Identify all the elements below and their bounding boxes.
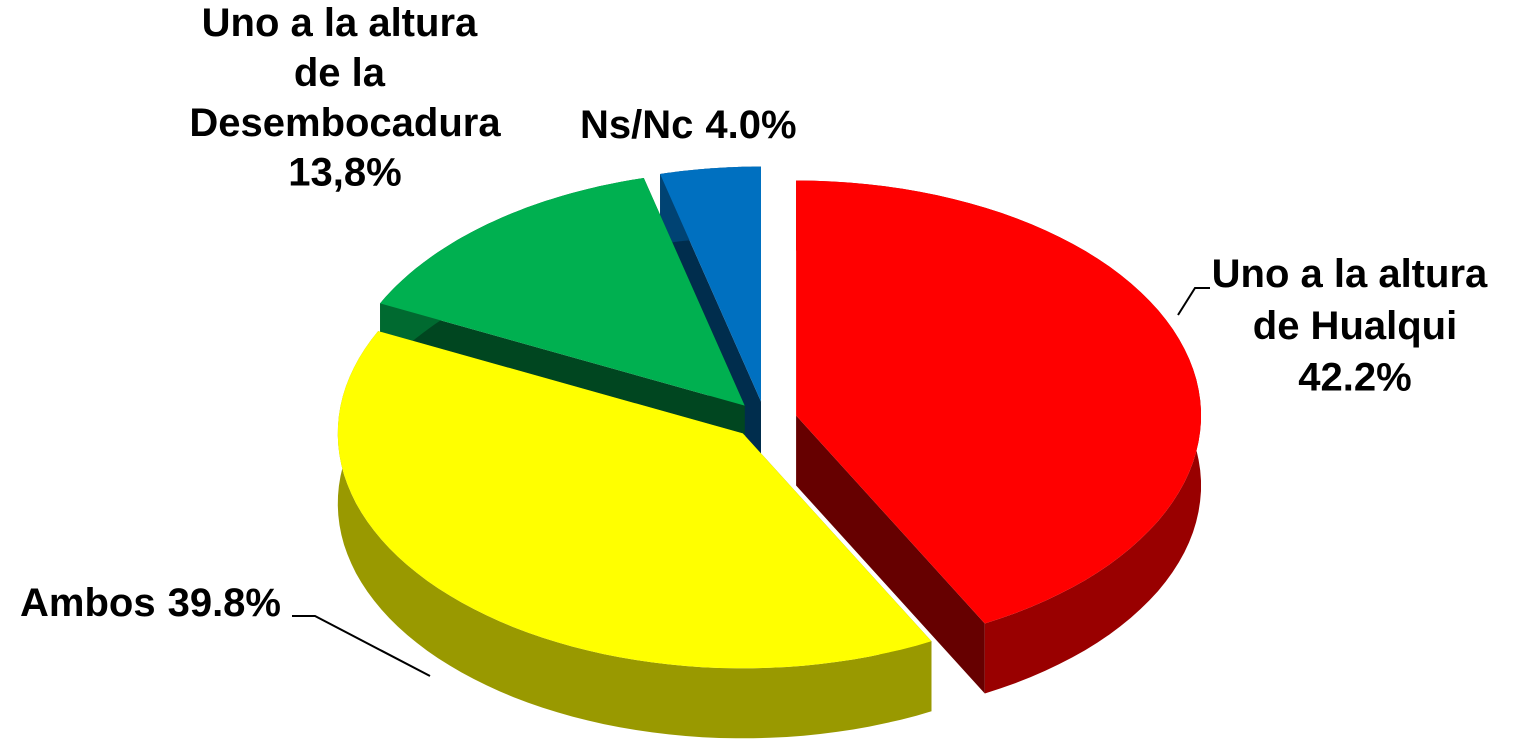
label-line: de Hualqui	[1253, 304, 1457, 348]
category-label: Ambos	[20, 581, 156, 625]
slice-label: Ambos 39.8%	[20, 581, 281, 625]
slice	[337, 331, 932, 669]
category-label: Ns/Nc	[580, 103, 693, 147]
slice-label: Ns/Nc 4.0%	[580, 103, 797, 147]
category-label: Uno a la altura de la Desembocadura	[189, 1, 501, 145]
slice	[796, 180, 1201, 624]
slice	[380, 178, 745, 406]
slice-wall	[337, 331, 932, 739]
category-label: Uno a la altura de Hualqui	[1212, 252, 1499, 348]
leader-line	[292, 615, 431, 677]
leader-line	[1177, 287, 1210, 316]
value-label: 42.2%	[1298, 356, 1411, 400]
label-line: de la	[294, 51, 396, 95]
label-line: Uno a la altura	[1212, 252, 1499, 296]
label-line: Desembocadura	[189, 101, 501, 145]
value-label: 4.0%	[705, 103, 796, 147]
value-label: 13,8%	[288, 151, 401, 195]
value-label: 39.8%	[168, 581, 281, 625]
label-line: Uno a la altura	[202, 1, 489, 45]
slice	[660, 166, 761, 402]
slice-side	[796, 415, 985, 694]
